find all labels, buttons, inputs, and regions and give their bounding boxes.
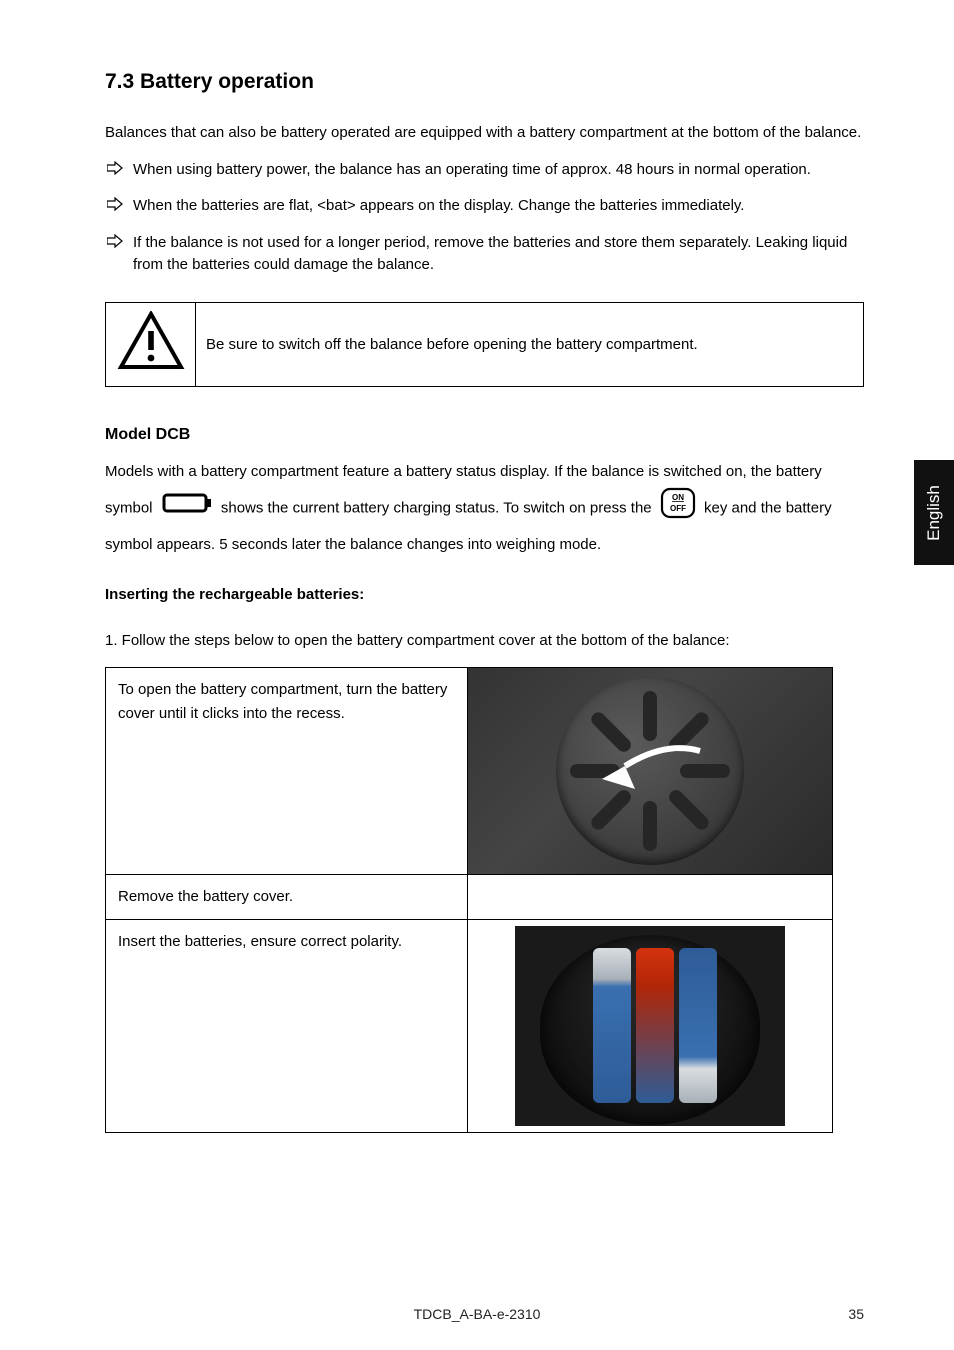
steps-table: To open the battery compartment, turn th… (105, 667, 833, 1133)
arrow-right-outline-icon (107, 161, 123, 180)
numbered-intro: 1. Follow the steps below to open the ba… (105, 630, 864, 653)
language-label: English (924, 485, 944, 541)
flow-text-2: shows the current battery charging statu… (221, 499, 656, 516)
insert-heading: Inserting the rechargeable batteries: (105, 584, 864, 607)
warning-icon-cell (106, 302, 196, 386)
table-row: To open the battery compartment, turn th… (106, 667, 833, 874)
step-text: Insert the batteries, ensure correct pol… (106, 919, 468, 1132)
intro-paragraph: Balances that can also be battery operat… (105, 122, 864, 145)
bullet-text: When using battery power, the balance ha… (133, 159, 811, 182)
bullet-item: When using battery power, the balance ha… (107, 159, 864, 182)
bullet-text: If the balance is not used for a longer … (133, 232, 864, 277)
on-off-key-icon: ON OFF (660, 487, 696, 530)
battery-cap-illustration (468, 668, 832, 874)
footer-doc-id: TDCB_A-BA-e-2310 (414, 1306, 541, 1322)
battery-compartment-illustration (515, 926, 785, 1126)
step-text: Remove the battery cover. (106, 874, 468, 919)
step-image-cell (468, 919, 833, 1132)
svg-text:OFF: OFF (670, 504, 686, 513)
step-image-cell (468, 874, 833, 919)
bullet-item: When the batteries are flat, <bat> appea… (107, 195, 864, 218)
warning-text: Be sure to switch off the balance before… (196, 302, 864, 386)
bullet-item: If the balance is not used for a longer … (107, 232, 864, 277)
table-row: Remove the battery cover. (106, 874, 833, 919)
warning-triangle-icon (117, 358, 185, 375)
model-subheading: Model DCB (105, 423, 864, 447)
language-tab: English (914, 460, 954, 565)
bullet-text: When the batteries are flat, <bat> appea… (133, 195, 744, 218)
rotate-arrow-icon (590, 741, 710, 801)
arrow-right-outline-icon (107, 197, 123, 216)
svg-text:ON: ON (672, 493, 684, 502)
page: 7.3 Battery operation Balances that can … (0, 0, 954, 1350)
step-text: To open the battery compartment, turn th… (106, 667, 468, 874)
page-number: 35 (848, 1306, 864, 1322)
table-row: Insert the batteries, ensure correct pol… (106, 919, 833, 1132)
warning-table: Be sure to switch off the balance before… (105, 302, 864, 387)
section-heading: 7.3 Battery operation (105, 70, 864, 94)
battery-icon (161, 492, 213, 525)
model-paragraph: Models with a battery compartment featur… (105, 457, 864, 560)
arrow-right-outline-icon (107, 234, 123, 253)
step-image-cell (468, 667, 833, 874)
